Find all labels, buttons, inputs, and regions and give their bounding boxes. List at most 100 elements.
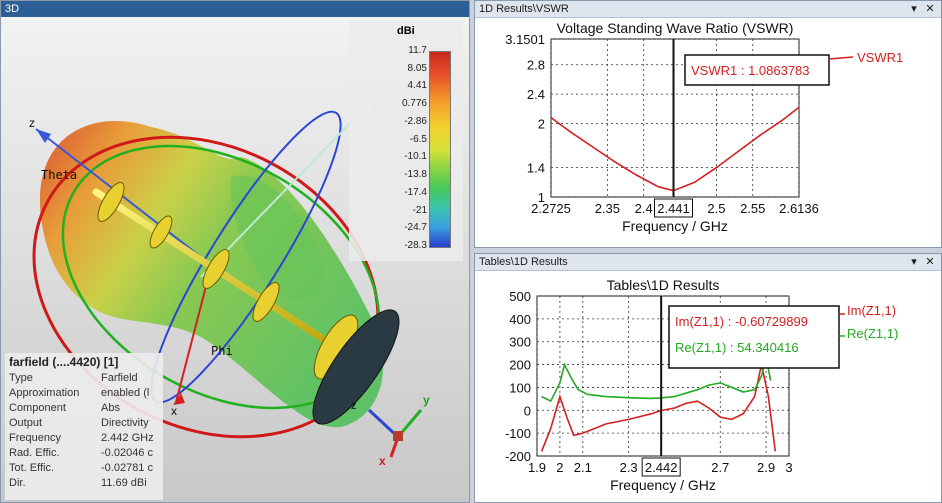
colorbar-unit: dBi <box>397 25 415 37</box>
theta-label: Theta <box>41 168 77 182</box>
info-value: enabled (l <box>101 387 150 399</box>
info-header: farfield (....4420) [1] <box>9 355 119 369</box>
vswr-chart[interactable]: Voltage Standing Wave Ratio (VSWR) 2.2725… <box>475 17 941 247</box>
legend-im: Im(Z1,1) <box>847 303 896 318</box>
info-row: Approximation enabled (l <box>5 386 163 401</box>
legend-re: Re(Z1,1) <box>847 326 898 341</box>
colorbar-tick-label: 0.776 <box>401 98 427 110</box>
x-tick-label: 2.4 <box>635 201 653 216</box>
phi-label: Phi <box>211 344 233 358</box>
vswr-readout: VSWR1 : 1.0863783 <box>691 63 810 78</box>
im-readout: Im(Z1,1) : -0.60729899 <box>675 314 808 329</box>
y-tick-label: 1.4 <box>527 161 545 176</box>
y-tick-label: 2.4 <box>527 87 545 102</box>
chart-title: Voltage Standing Wave Ratio (VSWR) <box>557 20 794 36</box>
info-value: 11.69 dBi <box>101 477 147 489</box>
x-tick-label: 2.5 <box>707 201 725 216</box>
y-tick-label: 300 <box>509 335 531 350</box>
triad-x-label: x <box>379 454 386 468</box>
re-readout: Re(Z1,1) : 54.340416 <box>675 340 799 355</box>
y-tick-label: 1 <box>538 190 545 205</box>
panel-vswr-title: 1D Results\VSWR ▾ ✕ <box>475 1 941 18</box>
info-value: -0.02046 c <box>101 447 153 459</box>
y-tick-label: -100 <box>505 426 531 441</box>
y-tick-label: -200 <box>505 449 531 464</box>
x-tick-label: 2.35 <box>595 201 620 216</box>
colorbar-tick-label: -24.7 <box>404 222 427 234</box>
panel-3d-title: 3D <box>1 1 469 17</box>
marker-label: 2.442 <box>645 460 678 475</box>
info-key: Tot. Effic. <box>9 462 55 474</box>
x-tick-label: 2.1 <box>574 460 592 475</box>
panel-vswr-dropdown-button[interactable]: ▾ <box>911 3 917 15</box>
legend-swatch <box>828 56 854 60</box>
colorbar-tick-label: -28.3 <box>404 240 427 251</box>
y-tick-label: 2.8 <box>527 58 545 73</box>
y-tick-label: 0 <box>524 403 531 418</box>
colorbar-tick-label: -6.5 <box>409 133 427 145</box>
colorbar-tick-label: -10.1 <box>404 151 427 163</box>
info-value: -0.02781 c <box>101 462 153 474</box>
info-key: Component <box>9 402 66 414</box>
colorbar-tick-label: 8.05 <box>407 62 427 74</box>
colorbar-tick-label: 11.7 <box>408 45 427 56</box>
info-key: Approximation <box>9 387 80 399</box>
info-row: Frequency 2.442 GHz <box>5 431 163 446</box>
x-axis <box>175 266 212 403</box>
x-axis-label: Frequency / GHz <box>610 477 716 493</box>
panel-vswr-close-button[interactable]: ✕ <box>925 3 935 15</box>
marker-label-box <box>641 457 681 477</box>
panel-tables[interactable]: Tables\1D Results ▾ ✕ Tables\1D Results 1… <box>474 253 942 503</box>
x-tick-label: 2.6136 <box>779 201 819 216</box>
colorbar-tick-label: -13.8 <box>404 169 427 181</box>
x-tick-label: 2.3 <box>620 460 638 475</box>
impedance-chart[interactable]: Tables\1D Results 1.9 2 2.1 2.3 2.7 2.9 3 500 400… <box>475 270 941 502</box>
series-line <box>540 364 777 452</box>
readout-box <box>684 54 830 86</box>
y-tick-label: 500 <box>509 289 531 304</box>
y-tick-label: 400 <box>509 312 531 327</box>
y-tick-label: 3.1501 <box>505 32 545 47</box>
ground-disk <box>312 309 400 425</box>
info-row: Tot. Effic. -0.02781 c <box>5 461 163 476</box>
triad-z-label: z <box>351 400 357 412</box>
z-axis-label: z <box>29 116 35 130</box>
panel-tables-title-text: Tables\1D Results <box>479 256 568 268</box>
info-value: Abs <box>101 402 120 414</box>
marker-label: 2.441 <box>657 201 690 216</box>
info-key: Rad. Effic. <box>9 447 60 459</box>
panel-vswr[interactable]: 1D Results\VSWR ▾ ✕ Voltage Standing Wav… <box>474 0 942 248</box>
info-value: Farfield <box>101 372 138 384</box>
info-row: Component Abs <box>5 401 163 416</box>
y-tick-label: 2 <box>538 117 545 132</box>
info-row: Output Directivity <box>5 416 163 431</box>
y-tick-label: 200 <box>509 358 531 373</box>
y-axis <box>200 111 362 278</box>
info-key: Output <box>9 417 43 429</box>
panel-3d[interactable]: 3D <box>0 0 470 503</box>
orientation-triad: z y x <box>351 393 430 468</box>
x-tick-label: 1.9 <box>528 460 546 475</box>
x-tick-label: 2.55 <box>740 201 765 216</box>
colorbar-tick-label: -2.86 <box>404 115 427 127</box>
farfield-info-box: farfield (....4420) [1] Type Farfield Appr… <box>5 353 163 500</box>
info-row: Dir. 11.69 dBi <box>5 476 163 491</box>
info-row: Type Farfield <box>5 371 163 386</box>
antenna-elements <box>97 182 359 380</box>
legend-vswr1: VSWR1 <box>857 50 903 65</box>
colorbar-tick-label: 4.41 <box>407 80 427 92</box>
x-axis-label: x <box>171 404 177 418</box>
chart-title: Tables\1D Results <box>607 277 720 293</box>
panel-tables-close-button[interactable]: ✕ <box>925 256 935 268</box>
readout-box <box>668 305 840 369</box>
marker-label-box <box>654 198 694 218</box>
colorbar-legend: dBi 11.7 8.05 4.41 0.776 -2.86 -6.5 -10.1 -13.8… <box>349 21 463 261</box>
panel-tables-title: Tables\1D Results ▾ ✕ <box>475 254 941 271</box>
y-tick-label: 100 <box>509 380 531 395</box>
x-tick-label: 2.9 <box>757 460 775 475</box>
panel-vswr-title-text: 1D Results\VSWR <box>479 3 569 15</box>
info-value: Directivity <box>101 417 149 429</box>
x-tick-label: 2.2725 <box>531 201 571 216</box>
colorbar-tick-label: -17.4 <box>404 186 427 198</box>
panel-tables-dropdown-button[interactable]: ▾ <box>911 256 917 268</box>
